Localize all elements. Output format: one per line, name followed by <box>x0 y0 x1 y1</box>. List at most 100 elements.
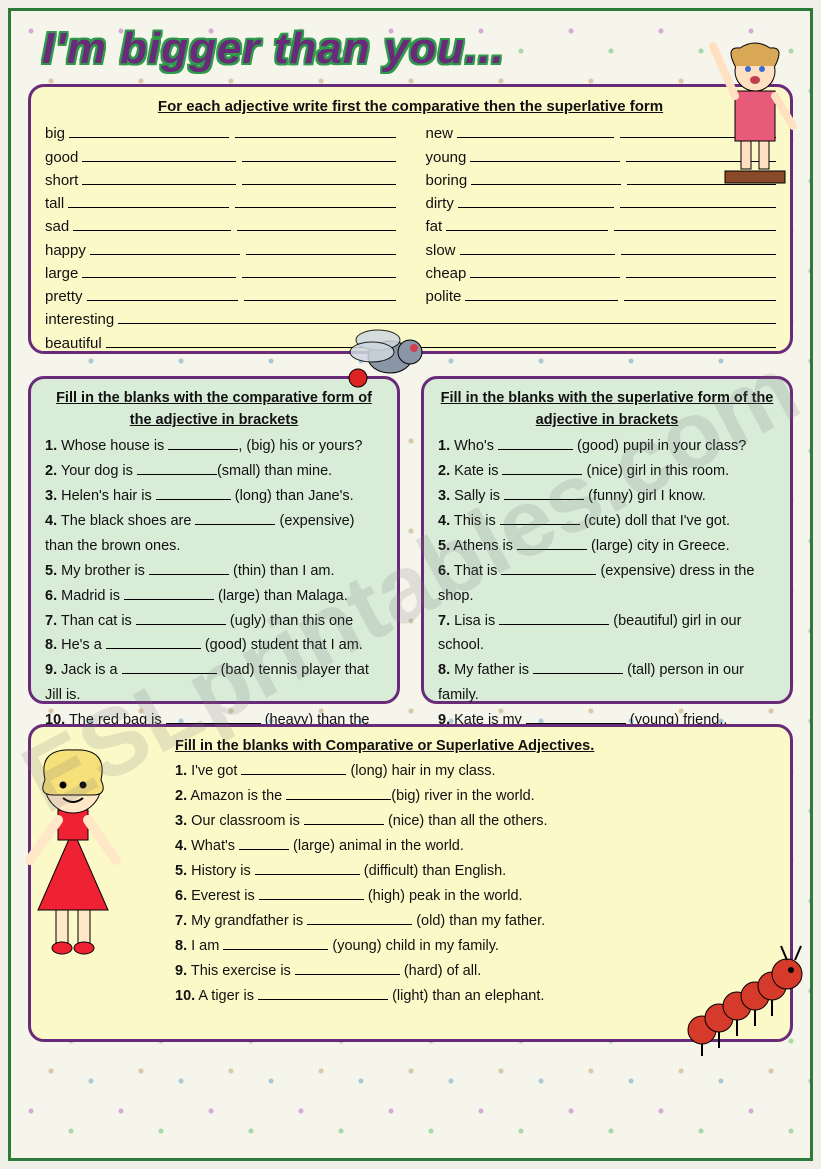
question-number: 2. <box>175 788 187 804</box>
question-number: 10. <box>175 988 195 1004</box>
blank-line[interactable] <box>258 988 388 1000</box>
blank-line[interactable] <box>446 217 608 231</box>
question-pre: My grandfather is <box>191 913 307 929</box>
adjective-row: slow <box>426 239 777 262</box>
section-4-list: 1. I've got (long) hair in my class.2. A… <box>175 759 716 1008</box>
question-pre: My brother is <box>61 563 149 579</box>
question-line: 6. Madrid is (large) than Malaga. <box>45 584 383 609</box>
section-2-list: 1. Whose house is , (big) his or yours?2… <box>45 434 383 758</box>
question-post: (funny) girl I know. <box>584 488 706 504</box>
question-pre: This is <box>454 513 500 529</box>
blank-line[interactable] <box>259 888 364 900</box>
blank-line[interactable] <box>295 963 400 975</box>
blank-line[interactable] <box>241 763 346 775</box>
blank-line[interactable] <box>626 264 776 278</box>
blank-line[interactable] <box>166 712 261 724</box>
blank-line[interactable] <box>242 264 396 278</box>
question-number: 3. <box>45 488 57 504</box>
blank-line[interactable] <box>501 563 596 575</box>
blank-line[interactable] <box>502 463 582 475</box>
section-3-instruction: Fill in the blanks with the superlative … <box>438 387 776 432</box>
blank-line[interactable] <box>526 712 626 724</box>
blank-line[interactable] <box>286 788 391 800</box>
blank-line[interactable] <box>242 148 396 162</box>
question-post: (ugly) than this one <box>226 613 353 629</box>
blank-line[interactable] <box>533 662 623 674</box>
blank-line[interactable] <box>624 287 776 301</box>
blank-line[interactable] <box>457 124 613 138</box>
question-line: 4. This is (cute) doll that I've got. <box>438 509 776 534</box>
blank-line[interactable] <box>106 637 201 649</box>
question-pre: The black shoes are <box>61 513 196 529</box>
question-post: (hard) of all. <box>400 963 481 979</box>
blank-line[interactable] <box>82 171 236 185</box>
blank-line[interactable] <box>470 148 620 162</box>
fly-icon <box>340 312 440 392</box>
blank-line[interactable] <box>122 662 217 674</box>
question-post: (small) than mine. <box>217 463 332 479</box>
blank-line[interactable] <box>499 613 609 625</box>
adjective-row: big <box>45 122 396 145</box>
blank-line[interactable] <box>82 148 236 162</box>
blank-line[interactable] <box>246 241 396 255</box>
caterpillar-icon <box>677 940 807 1060</box>
question-post: (light) than an elephant. <box>388 988 544 1004</box>
blank-line[interactable] <box>517 538 587 550</box>
blank-line[interactable] <box>504 488 584 500</box>
blank-line[interactable] <box>168 438 238 450</box>
blank-line[interactable] <box>82 264 236 278</box>
question-post: (long) than Jane's. <box>231 488 354 504</box>
question-line: 2. Kate is (nice) girl in this room. <box>438 459 776 484</box>
adjective-row: polite <box>426 285 777 308</box>
blank-line[interactable] <box>235 194 396 208</box>
question-number: 3. <box>438 488 450 504</box>
question-post: (cute) doll that I've got. <box>580 513 730 529</box>
adjective-row: good <box>45 146 396 169</box>
blank-line[interactable] <box>307 913 412 925</box>
blank-line[interactable] <box>223 938 328 950</box>
blank-line[interactable] <box>235 124 395 138</box>
blank-line[interactable] <box>465 287 617 301</box>
blank-line[interactable] <box>498 438 573 450</box>
question-pre: Kate is <box>454 463 502 479</box>
adjective-word: good <box>45 146 82 169</box>
blank-line[interactable] <box>68 194 229 208</box>
blank-line[interactable] <box>149 563 229 575</box>
blank-line[interactable] <box>87 287 239 301</box>
question-pre: Amazon is the <box>190 788 286 804</box>
blank-line[interactable] <box>470 264 620 278</box>
blank-line[interactable] <box>156 488 231 500</box>
question-number: 5. <box>438 538 450 554</box>
blank-line[interactable] <box>73 217 231 231</box>
blank-line[interactable] <box>237 217 395 231</box>
question-pre: I've got <box>191 763 241 779</box>
blank-line[interactable] <box>471 171 620 185</box>
blank-line[interactable] <box>90 241 240 255</box>
question-line: 4. The black shoes are (expensive) than … <box>45 509 383 559</box>
question-number: 4. <box>438 513 450 529</box>
blank-line[interactable] <box>458 194 614 208</box>
blank-line[interactable] <box>304 813 384 825</box>
adjective-row: large <box>45 262 396 285</box>
blank-line[interactable] <box>242 171 396 185</box>
blank-line[interactable] <box>195 513 275 525</box>
question-pre: Madrid is <box>61 588 124 604</box>
blank-line[interactable] <box>460 241 615 255</box>
blank-line[interactable] <box>614 217 776 231</box>
blank-line[interactable] <box>137 463 217 475</box>
adjective-row: fat <box>426 215 777 238</box>
blank-line[interactable] <box>136 613 226 625</box>
girl-standing-icon <box>8 740 138 960</box>
blank-line[interactable] <box>255 863 360 875</box>
blank-line[interactable] <box>106 334 776 348</box>
adjective-word: large <box>45 262 82 285</box>
blank-line[interactable] <box>244 287 396 301</box>
blank-line[interactable] <box>69 124 229 138</box>
blank-line[interactable] <box>118 310 776 324</box>
blank-line[interactable] <box>239 838 289 850</box>
blank-line[interactable] <box>621 241 776 255</box>
blank-line[interactable] <box>500 513 580 525</box>
question-number: 7. <box>45 613 57 629</box>
blank-line[interactable] <box>620 194 776 208</box>
blank-line[interactable] <box>124 588 214 600</box>
